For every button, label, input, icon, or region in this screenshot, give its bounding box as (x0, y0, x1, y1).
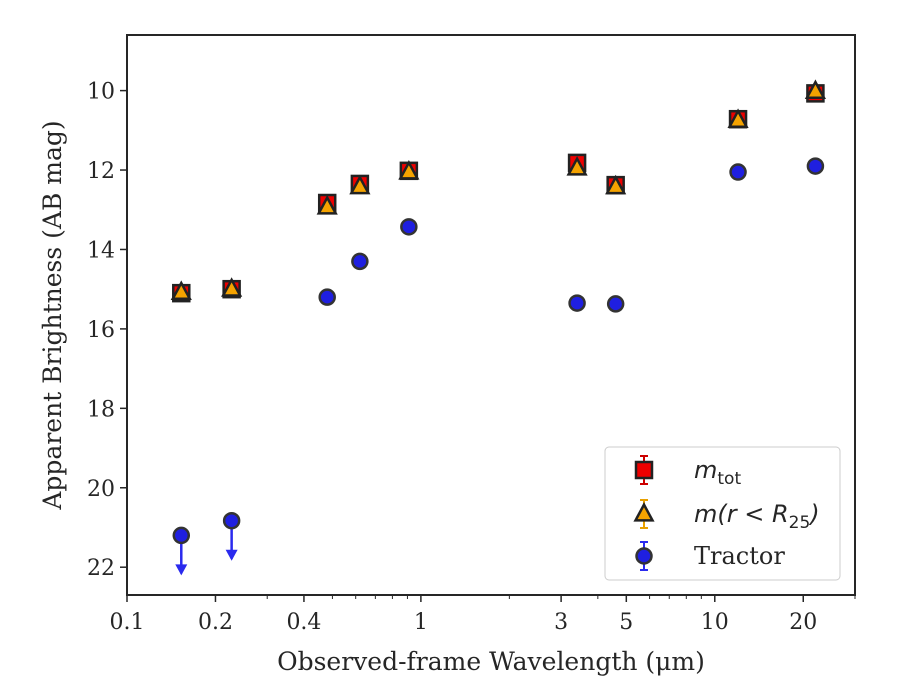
data-point (398, 160, 420, 180)
data-point (568, 294, 586, 312)
x-tick-label: 0.1 (110, 610, 145, 635)
series-triangle (170, 79, 827, 300)
y-tick-label: 10 (87, 80, 115, 105)
legend-box (604, 446, 841, 581)
data-point (804, 79, 827, 100)
x-tick-label: 3 (554, 610, 568, 635)
y-axis-label: Apparent Brightness (AB mag) (38, 120, 67, 510)
legend-label: m(r < R25) (694, 500, 820, 533)
upper-limit-arrowhead (175, 564, 188, 576)
x-tick-label: 0.2 (198, 610, 233, 635)
data-marks (170, 79, 827, 576)
y-tick-label: 14 (87, 238, 115, 263)
legend: mtot m(r < R25) Tractor (604, 446, 841, 581)
y-tick-label: 16 (87, 318, 115, 343)
data-point (170, 280, 192, 300)
y-tick-label: 12 (87, 159, 115, 184)
legend-marker (634, 460, 654, 480)
legend-label: mtot (694, 456, 741, 489)
data-point (222, 511, 241, 530)
data-point (316, 194, 338, 215)
y-tick-label: 18 (87, 397, 115, 422)
data-point (349, 174, 371, 195)
data-point (806, 157, 825, 175)
data-point (727, 108, 749, 129)
plot-frame (126, 34, 856, 596)
x-tick-label: 5 (619, 610, 633, 635)
data-point (566, 156, 588, 176)
x-axis-label: Observed-frame Wavelength (μm) (277, 647, 705, 676)
legend-label: Tractor (694, 542, 785, 570)
data-point (221, 277, 243, 297)
legend-marker (633, 502, 655, 522)
y-tick-label: 22 (87, 556, 115, 581)
legend-entry: Tractor (635, 541, 785, 571)
data-point (172, 526, 191, 545)
x-tick-label: 20 (789, 610, 817, 635)
data-point (605, 174, 627, 195)
upper-limit-arrowhead (225, 549, 238, 561)
x-tick-label: 0.4 (286, 610, 321, 635)
axis-ticks: 0.1 0.2 0.4 1 3 5 10 20 10 12 14 16 18 20 22 (87, 80, 856, 635)
x-tick-label: 10 (701, 610, 729, 635)
data-point (351, 252, 369, 271)
legend-entry: mtot (634, 455, 741, 489)
legend-entry: m(r < R25) (633, 499, 820, 533)
legend-marker (635, 547, 653, 565)
data-point (400, 218, 418, 236)
data-point (729, 163, 747, 181)
y-tick-label: 20 (87, 477, 115, 502)
x-tick-label: 1 (414, 610, 428, 635)
data-point (606, 295, 625, 313)
data-point (318, 288, 336, 306)
series-circle (172, 157, 825, 576)
